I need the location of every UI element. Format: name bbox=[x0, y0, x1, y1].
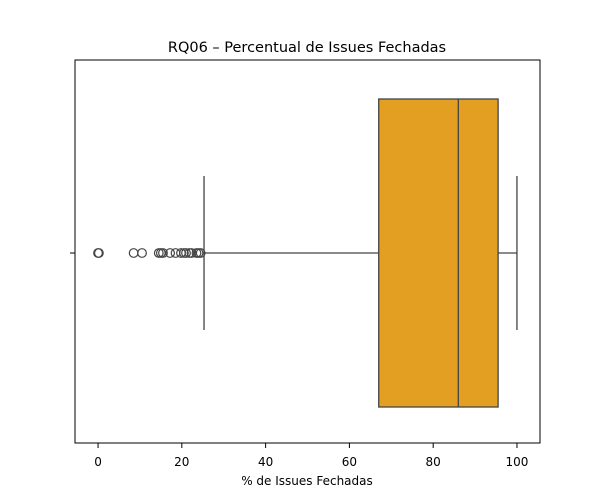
plot-frame bbox=[74, 59, 541, 444]
outlier-points bbox=[93, 248, 206, 258]
x-tick-label: 0 bbox=[94, 455, 102, 469]
outlier-point bbox=[137, 248, 147, 258]
outlier-point bbox=[155, 248, 166, 258]
outlier-point bbox=[186, 248, 197, 258]
outlier-point bbox=[128, 248, 139, 258]
x-tick-label: 60 bbox=[342, 455, 357, 469]
chart-title: RQ06 – Percentual de Issues Fechadas bbox=[168, 40, 446, 56]
x-axis-label: % de Issues Fechadas bbox=[241, 474, 373, 488]
x-tick-label: 100 bbox=[506, 455, 529, 469]
x-tick-label: 20 bbox=[174, 455, 189, 469]
x-axis-ticks: 0 20 40 60 80 100 bbox=[94, 443, 528, 469]
outlier-point bbox=[165, 248, 175, 258]
outlier-point bbox=[158, 248, 168, 258]
x-tick-label: 80 bbox=[426, 455, 441, 469]
outlier-point bbox=[195, 248, 206, 258]
outlier-point bbox=[181, 248, 191, 258]
x-tick-label: 40 bbox=[258, 455, 273, 469]
outlier-point bbox=[93, 248, 104, 258]
iqr-box bbox=[378, 98, 499, 408]
box-group bbox=[203, 98, 518, 408]
